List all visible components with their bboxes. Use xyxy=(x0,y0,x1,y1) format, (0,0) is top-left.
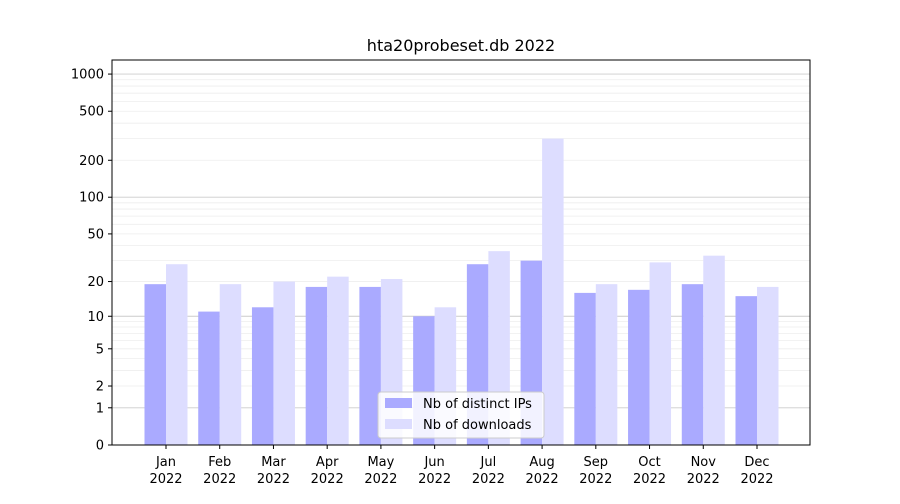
x-tick-label-month: Mar xyxy=(261,455,286,470)
y-tick-label: 500 xyxy=(79,105,104,120)
y-tick-label: 100 xyxy=(79,191,104,206)
x-tick-label-year: 2022 xyxy=(472,472,505,487)
x-tick-label-month: Jun xyxy=(423,455,444,470)
legend-swatch xyxy=(385,419,412,429)
y-tick-label: 1000 xyxy=(71,68,104,83)
x-tick-label-year: 2022 xyxy=(687,472,720,487)
x-tick-label-month: Oct xyxy=(638,455,660,470)
bar-distinct-ips-jan xyxy=(144,284,166,445)
bar-downloads-sep xyxy=(595,284,618,445)
bar-downloads-oct xyxy=(649,262,672,445)
bar-distinct-ips-nov xyxy=(681,284,704,445)
y-axis: 0 1 2 5 10 20 50 100 200 500 1000 xyxy=(71,68,112,454)
bar-downloads-jan xyxy=(166,264,188,445)
y-tick-label: 5 xyxy=(96,342,104,357)
legend-label: Nb of distinct IPs xyxy=(423,397,532,412)
x-tick-label-year: 2022 xyxy=(364,472,397,487)
bar-distinct-ips-may xyxy=(359,286,381,445)
plot-frame xyxy=(111,59,811,446)
bar-distinct-ips-dec xyxy=(735,296,757,445)
x-tick-label-month: Jul xyxy=(480,455,497,470)
x-tick-label-month: Nov xyxy=(691,455,717,470)
y-tick-label: 1 xyxy=(96,401,104,416)
x-tick-label-month: Sep xyxy=(584,455,609,470)
bar-distinct-ips-sep xyxy=(574,292,596,445)
x-tick-label-month: Jan xyxy=(155,455,176,470)
x-tick-label-year: 2022 xyxy=(526,472,559,487)
bar-downloads-mar xyxy=(273,281,295,445)
y-tick-label: 0 xyxy=(96,439,104,454)
x-tick-label-year: 2022 xyxy=(203,472,236,487)
x-tick-label-month: Dec xyxy=(744,455,769,470)
x-axis: Jan 2022 Feb 2022 Mar 2022 Apr 2022 May 2022 Jun 20… xyxy=(149,445,774,487)
x-tick-label-month: Aug xyxy=(529,455,554,470)
x-tick-label-month: Apr xyxy=(316,455,339,470)
bar-downloads-dec xyxy=(757,286,779,445)
legend-box xyxy=(377,391,545,439)
x-tick-label-year: 2022 xyxy=(149,472,182,487)
bar-downloads-aug xyxy=(542,138,564,445)
y-tick-label: 200 xyxy=(79,154,104,169)
x-tick-label-year: 2022 xyxy=(257,472,290,487)
bar-downloads-apr xyxy=(327,276,349,445)
x-tick-label-year: 2022 xyxy=(311,472,344,487)
bar-downloads-feb xyxy=(219,284,242,445)
y-tick-label: 10 xyxy=(87,310,104,325)
x-tick-label-year: 2022 xyxy=(740,472,773,487)
y-tick-label: 50 xyxy=(87,227,104,242)
bar-distinct-ips-mar xyxy=(251,307,274,445)
x-tick-label-year: 2022 xyxy=(633,472,666,487)
x-tick-label-year: 2022 xyxy=(579,472,612,487)
y-tick-label: 2 xyxy=(96,380,104,395)
bar-distinct-ips-feb xyxy=(198,311,220,445)
bar-distinct-ips-apr xyxy=(305,286,328,445)
x-tick-label-month: Feb xyxy=(208,455,231,470)
legend-swatch xyxy=(385,398,412,408)
y-tick-label: 20 xyxy=(87,275,104,290)
x-tick-label-month: May xyxy=(367,455,394,470)
x-tick-label-year: 2022 xyxy=(418,472,451,487)
chart-title: hta20probeset.db 2022 xyxy=(367,36,555,55)
legend-label: Nb of downloads xyxy=(423,418,532,433)
legend: Nb of distinct IPs Nb of downloads xyxy=(377,391,545,439)
bar-distinct-ips-oct xyxy=(628,289,650,445)
bar-downloads-nov xyxy=(703,255,725,445)
